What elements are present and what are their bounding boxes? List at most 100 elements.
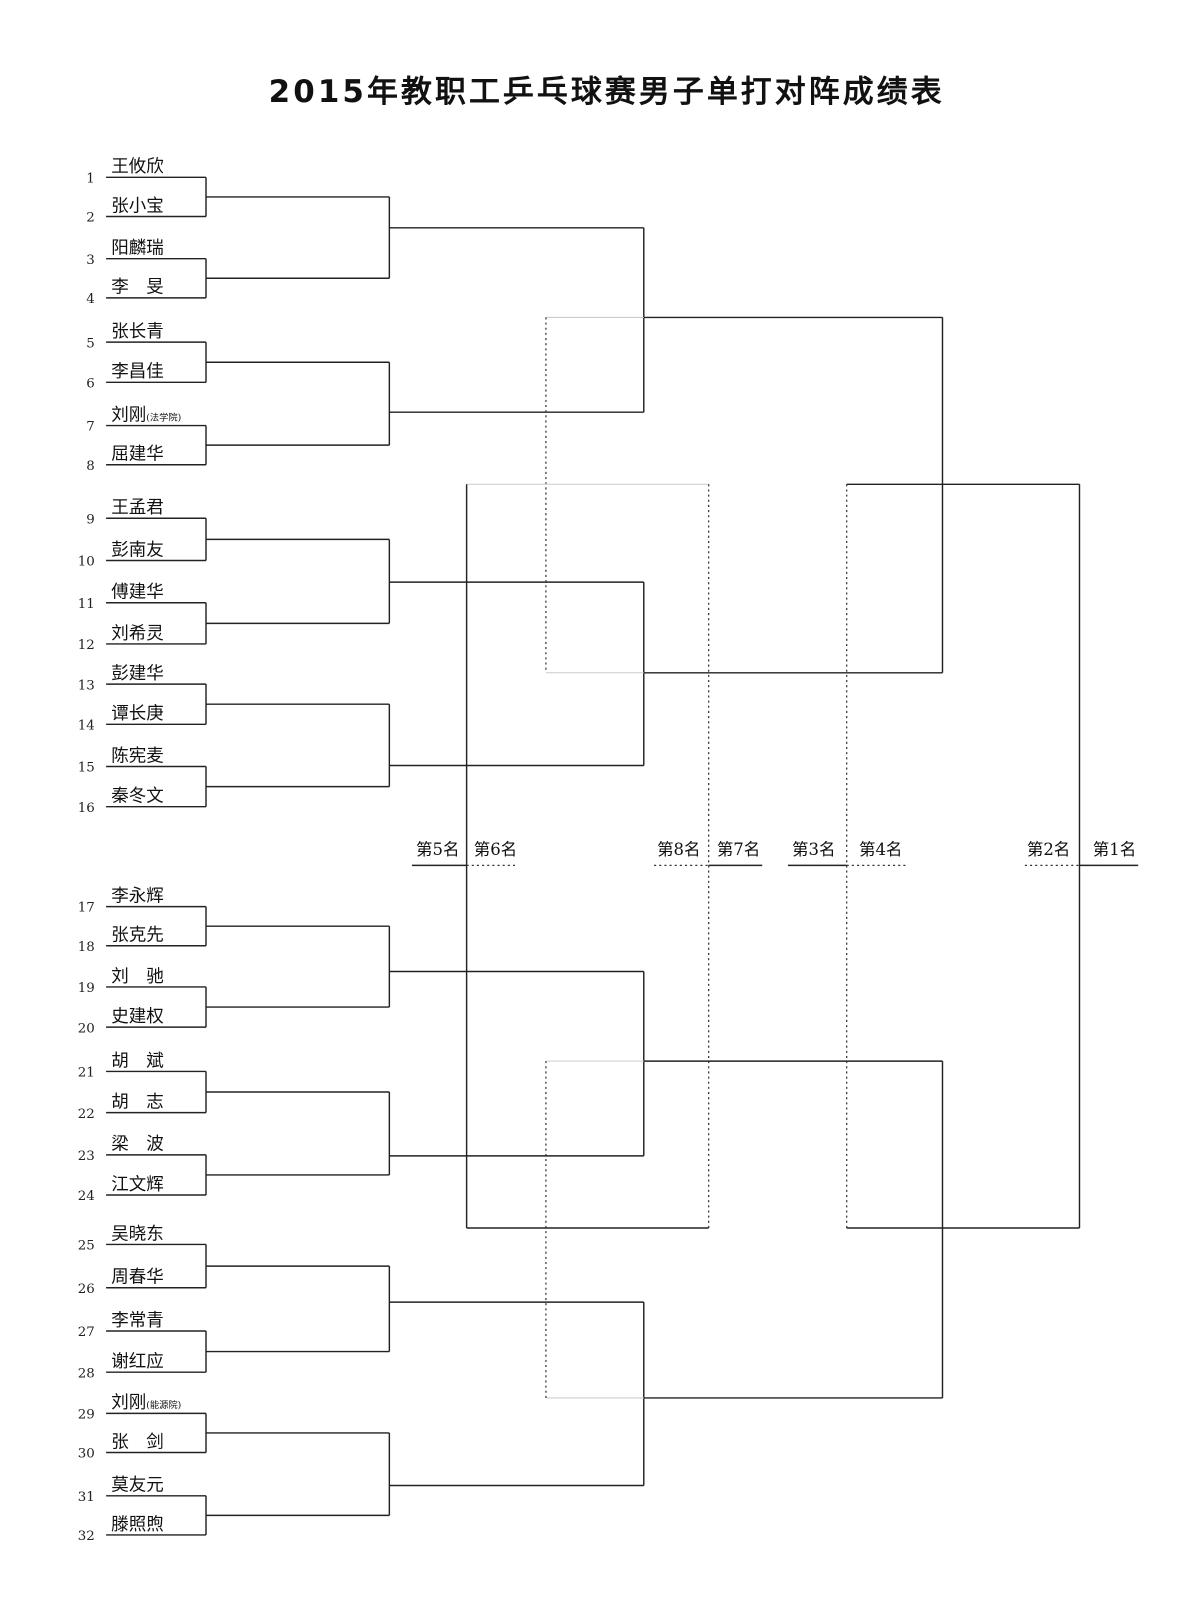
entrant-name-text: 张克先 bbox=[111, 926, 163, 946]
entrant-name: 谢红应 bbox=[111, 1352, 163, 1372]
entrant-name-text: 谢红应 bbox=[111, 1352, 163, 1372]
entrant-name-text: 刘刚 bbox=[111, 405, 146, 425]
entrant-name: 张长青 bbox=[111, 322, 163, 342]
entrant-name-text: 张长青 bbox=[111, 322, 163, 342]
entrant-name-text: 屈建华 bbox=[111, 445, 163, 465]
seed-number: 22 bbox=[78, 1107, 95, 1122]
entrant-name-text: 张 剑 bbox=[111, 1432, 163, 1452]
entrant-name-text: 胡 志 bbox=[111, 1092, 163, 1112]
seed-number: 14 bbox=[78, 718, 95, 733]
entrant-name: 刘刚(能源院) bbox=[111, 1393, 181, 1413]
entrant-name-text: 梁 波 bbox=[111, 1135, 163, 1155]
place-label: 第2名 bbox=[1027, 840, 1070, 859]
entrant-row: 29 刘刚(能源院) bbox=[78, 1393, 182, 1422]
entrant-name: 张 剑 bbox=[111, 1432, 163, 1452]
entrant-row: 25 吴晓东 bbox=[78, 1224, 164, 1253]
entrant-name: 莫友元 bbox=[111, 1476, 163, 1496]
seed-number: 3 bbox=[86, 253, 95, 268]
entrant-name-text: 阳麟瑞 bbox=[111, 239, 163, 259]
entrant-name: 刘 驰 bbox=[111, 967, 163, 987]
seed-number: 10 bbox=[78, 555, 95, 570]
entrant-row: 30 张 剑 bbox=[78, 1432, 164, 1461]
entrant-name-text: 周春华 bbox=[111, 1268, 163, 1288]
entrant-name-text: 陈宪麦 bbox=[111, 746, 163, 766]
entrant-name-text: 彭建华 bbox=[111, 664, 163, 684]
entrant-name-text: 秦冬文 bbox=[111, 787, 163, 807]
entrant-row: 6 李昌佳 bbox=[86, 362, 163, 391]
entrant-name: 彭南友 bbox=[111, 540, 163, 560]
place-label: 第6名 bbox=[474, 840, 517, 859]
seed-number: 13 bbox=[78, 678, 95, 693]
entrant-row: 14 谭长庚 bbox=[78, 704, 164, 733]
place-label: 第8名 bbox=[657, 840, 700, 859]
entrant-name-text: 刘刚 bbox=[111, 1393, 146, 1413]
bracket-lines bbox=[106, 176, 1081, 1536]
entrant-row: 22 胡 志 bbox=[78, 1092, 164, 1121]
entrant-name: 滕照煦 bbox=[111, 1515, 163, 1535]
seed-number: 24 bbox=[78, 1189, 95, 1204]
seed-number: 25 bbox=[78, 1239, 95, 1254]
entrant-row: 26 周春华 bbox=[78, 1268, 164, 1297]
seed-number: 2 bbox=[86, 211, 95, 226]
seed-number: 28 bbox=[78, 1366, 95, 1381]
entrant-name-text: 王攸欣 bbox=[111, 157, 163, 177]
entrant-row: 17 李永辉 bbox=[78, 886, 164, 915]
entrant-name: 江文辉 bbox=[111, 1175, 163, 1195]
seed-number: 31 bbox=[78, 1490, 95, 1505]
entrant-name: 王攸欣 bbox=[111, 157, 163, 177]
entrant-name: 阳麟瑞 bbox=[111, 239, 163, 259]
entrant-name: 李昌佳 bbox=[111, 362, 163, 382]
seed-number: 12 bbox=[78, 638, 95, 653]
seed-number: 11 bbox=[78, 597, 95, 612]
entrant-name: 陈宪麦 bbox=[111, 746, 163, 766]
entrant-row: 19 刘 驰 bbox=[78, 967, 164, 996]
entrant-name: 秦冬文 bbox=[111, 787, 163, 807]
seed-number: 30 bbox=[78, 1447, 95, 1462]
seed-number: 6 bbox=[86, 376, 95, 391]
entrant-name-text: 史建权 bbox=[111, 1007, 163, 1027]
entrant-name: 胡 斌 bbox=[111, 1051, 164, 1071]
entrant-affiliation: (法学院) bbox=[146, 411, 181, 423]
entrant-name-text: 吴晓东 bbox=[111, 1224, 163, 1244]
entrant-name: 梁 波 bbox=[111, 1135, 163, 1155]
entrant-name: 吴晓东 bbox=[111, 1224, 163, 1244]
entrant-name-text: 刘 驰 bbox=[111, 967, 163, 987]
entrant-row: 21 胡 斌 bbox=[78, 1051, 165, 1080]
place-label: 第1名 bbox=[1093, 840, 1136, 859]
entrant-name-text: 彭南友 bbox=[111, 540, 163, 560]
entrant-row: 24 江文辉 bbox=[78, 1175, 164, 1204]
entrant-name-text: 刘希灵 bbox=[111, 624, 163, 644]
entrant-row: 5 张长青 bbox=[86, 322, 163, 351]
entrant-row: 28 谢红应 bbox=[78, 1352, 164, 1381]
seed-number: 16 bbox=[78, 801, 95, 816]
entrant-name: 李永辉 bbox=[111, 886, 163, 906]
entrant-name: 张小宝 bbox=[111, 196, 163, 216]
entrant-name: 史建权 bbox=[111, 1007, 163, 1027]
entrant-affiliation: (能源院) bbox=[146, 1399, 181, 1411]
entrant-row: 8 屈建华 bbox=[86, 445, 163, 474]
entrant-name-text: 谭长庚 bbox=[111, 704, 163, 724]
entrant-row: 9 王孟君 bbox=[86, 498, 163, 527]
entrant-row: 4 李 旻 bbox=[86, 278, 163, 307]
entrant-name: 谭长庚 bbox=[111, 704, 163, 724]
entrant-row: 1 王攸欣 bbox=[86, 157, 163, 186]
seed-number: 18 bbox=[78, 940, 95, 955]
seed-number: 8 bbox=[86, 459, 95, 474]
entrant-name: 胡 志 bbox=[111, 1092, 163, 1112]
entrant-name: 李 旻 bbox=[111, 278, 163, 298]
page-title: 2015年教职工乒乓球赛男子单打对阵成绩表 bbox=[269, 74, 945, 110]
entrant-name-text: 莫友元 bbox=[111, 1476, 163, 1496]
place-label: 第3名 bbox=[792, 840, 835, 859]
entrant-name: 刘刚(法学院) bbox=[111, 405, 181, 425]
entrant-row: 7 刘刚(法学院) bbox=[86, 405, 181, 434]
entrant-name: 屈建华 bbox=[111, 445, 163, 465]
entrant-row: 23 梁 波 bbox=[78, 1135, 164, 1164]
entrant-name-text: 傅建华 bbox=[111, 583, 163, 603]
entrant-row: 3 阳麟瑞 bbox=[86, 239, 163, 268]
entrant-name-text: 李永辉 bbox=[111, 886, 163, 906]
entrant-name: 张克先 bbox=[111, 926, 163, 946]
place-label: 第7名 bbox=[717, 840, 760, 859]
entrant-row: 2 张小宝 bbox=[86, 196, 163, 225]
